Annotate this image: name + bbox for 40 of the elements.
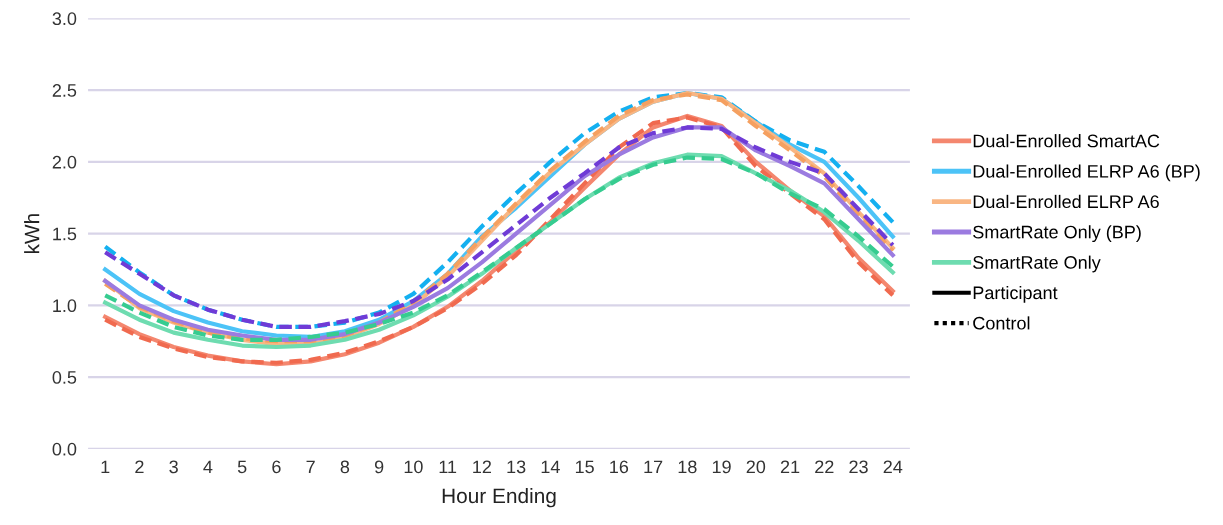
x-tick-label: 20 [746,460,766,474]
y-tick-label: 2.0 [52,155,77,169]
x-tick-label: 7 [306,460,315,474]
legend-label: SmartRate Only (BP) [973,225,1141,243]
x-tick-label: 9 [374,460,384,474]
x-tick-label: 8 [340,460,350,474]
x-tick-label: 15 [575,460,594,474]
x-tick-label: 12 [473,460,491,474]
x-tick-label: 10 [404,460,423,474]
x-tick-label: 17 [644,460,663,474]
legend-label: Control [973,316,1030,330]
y-axis-title: kWh [24,214,40,254]
y-tick-label: 2.5 [52,84,77,97]
y-tick-label: 0.0 [52,442,77,456]
x-tick-label: 18 [678,460,697,474]
x-tick-label: 19 [712,460,731,474]
legend-label: Dual-Enrolled ELRP A6 [973,194,1159,209]
x-tick-label: 6 [272,460,281,474]
x-axis-title: Hour Ending [442,487,556,508]
legend-label: SmartRate Only [973,255,1101,273]
legend-label: Participant [973,285,1058,303]
x-tick-label: 23 [849,460,868,474]
y-tick-label: 3.0 [52,12,77,26]
x-tick-label: 22 [815,460,834,474]
x-tick-label: 11 [439,460,457,474]
x-tick-label: 14 [541,460,560,474]
x-tick-label: 21 [780,460,800,474]
x-tick-label: 4 [203,460,213,474]
x-tick-label: 13 [507,460,526,474]
x-tick-label: 3 [169,460,178,474]
x-tick-label: 24 [883,460,903,474]
x-tick-label: 1 [101,460,110,474]
y-tick-label: 1.0 [53,299,77,313]
legend-label: Dual-Enrolled ELRP A6 (BP) [973,164,1200,182]
x-tick-label: 2 [135,460,144,474]
y-tick-label: 1.5 [53,227,77,241]
y-tick-label: 0.5 [52,371,77,384]
x-tick-label: 16 [610,460,629,474]
x-tick-label: 5 [237,460,247,474]
legend-label: Dual-Enrolled SmartAC [973,134,1160,148]
